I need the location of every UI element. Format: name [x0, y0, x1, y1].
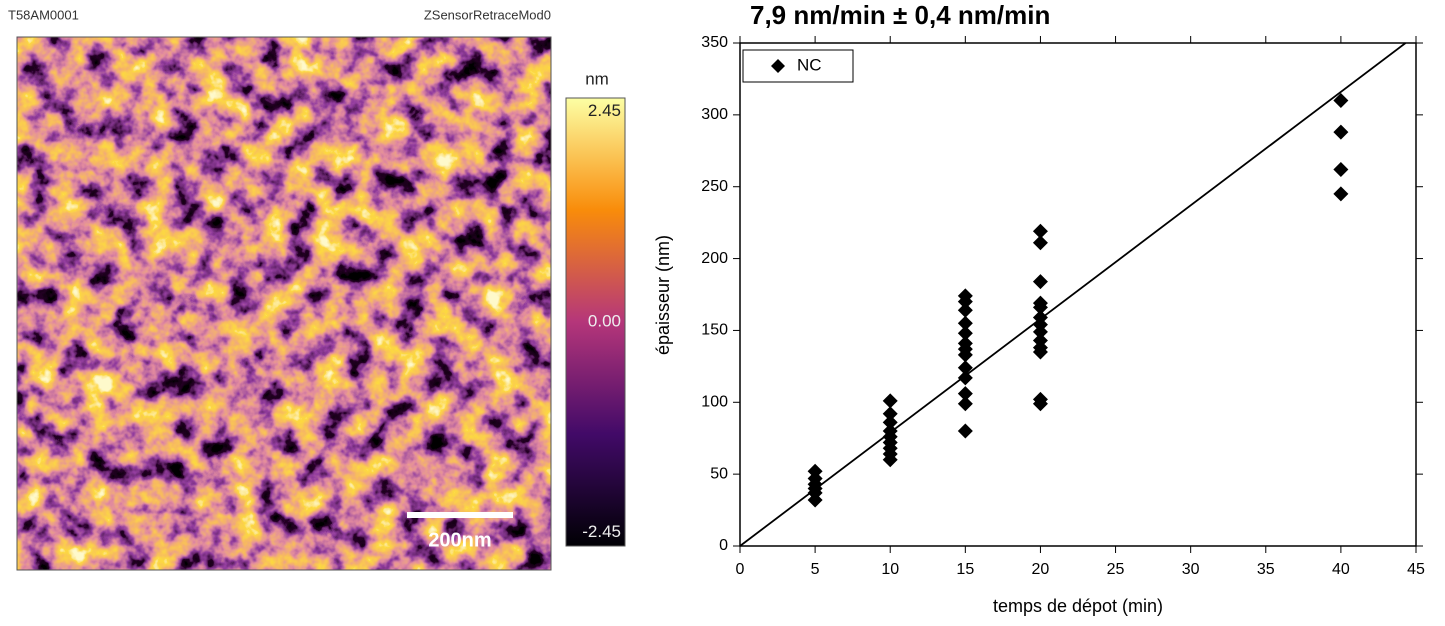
data-point — [1333, 92, 1349, 108]
data-point — [957, 347, 973, 363]
data-point — [882, 452, 898, 468]
data-point — [1032, 235, 1048, 251]
data-point — [957, 360, 973, 376]
y-tick-label: 350 — [701, 34, 728, 51]
data-point — [882, 406, 898, 422]
legend-label: NC — [797, 55, 822, 74]
x-tick-label: 35 — [1257, 561, 1275, 578]
plot-frame — [739, 42, 1417, 547]
data-point — [1032, 274, 1048, 290]
image-frame — [16, 36, 552, 571]
colorbar — [565, 97, 626, 547]
data-point — [1032, 396, 1048, 412]
afm-image — [17, 37, 551, 570]
x-tick-label: 20 — [1032, 561, 1050, 578]
trend-line — [739, 42, 1407, 547]
legend-box — [742, 49, 854, 83]
x-tick-label: 40 — [1332, 561, 1350, 578]
data-point — [1333, 161, 1349, 177]
data-point — [957, 396, 973, 412]
data-point — [957, 302, 973, 318]
colorbar-unit: nm — [585, 69, 609, 88]
chart-title: 7,9 nm/min ± 0,4 nm/min — [750, 0, 1050, 30]
data-point — [957, 423, 973, 439]
y-tick-label: 100 — [701, 394, 728, 411]
data-point — [1032, 344, 1048, 360]
data-point — [1032, 299, 1048, 315]
y-tick-label: 0 — [719, 537, 728, 554]
y-tick-label: 300 — [701, 106, 728, 123]
data-point — [882, 393, 898, 409]
data-point — [807, 492, 823, 508]
data-point — [1032, 223, 1048, 239]
channel-name: ZSensorRetraceMod0 — [424, 7, 551, 22]
x-axis-label: temps de dépot (min) — [993, 596, 1163, 616]
data-point — [957, 294, 973, 310]
y-tick-label: 50 — [710, 465, 728, 482]
data-point — [957, 325, 973, 341]
x-tick-label: 30 — [1182, 561, 1200, 578]
x-tick-label: 0 — [736, 561, 745, 578]
y-tick-label: 150 — [701, 322, 728, 339]
y-tick-label: 200 — [701, 250, 728, 267]
x-tick-label: 10 — [881, 561, 899, 578]
data-point — [1032, 324, 1048, 340]
scale-bar-label: 200nm — [428, 529, 491, 551]
colorbar-tick-label: 0.00 — [588, 311, 621, 330]
x-tick-label: 5 — [811, 561, 820, 578]
x-tick-label: 25 — [1107, 561, 1125, 578]
legend-marker — [771, 59, 785, 73]
y-tick-label: 250 — [701, 178, 728, 195]
data-point — [1333, 186, 1349, 202]
data-point — [957, 370, 973, 386]
image-name: T58AM0001 — [8, 7, 79, 22]
colorbar-tick-label: -2.45 — [582, 522, 621, 541]
chart: 7,9 nm/min ± 0,4 nm/min temps de dépot (… — [653, 0, 1425, 616]
data-point — [882, 414, 898, 430]
data-point — [1333, 124, 1349, 140]
data-point — [957, 315, 973, 331]
x-tick-label: 45 — [1407, 561, 1425, 578]
y-axis-label: épaisseur (nm) — [653, 235, 673, 355]
data-point — [957, 386, 973, 402]
x-tick-label: 15 — [956, 561, 974, 578]
colorbar-tick-label: 2.45 — [588, 101, 621, 120]
colorbar-ticks: 2.45 0.00 -2.45 — [582, 101, 621, 541]
